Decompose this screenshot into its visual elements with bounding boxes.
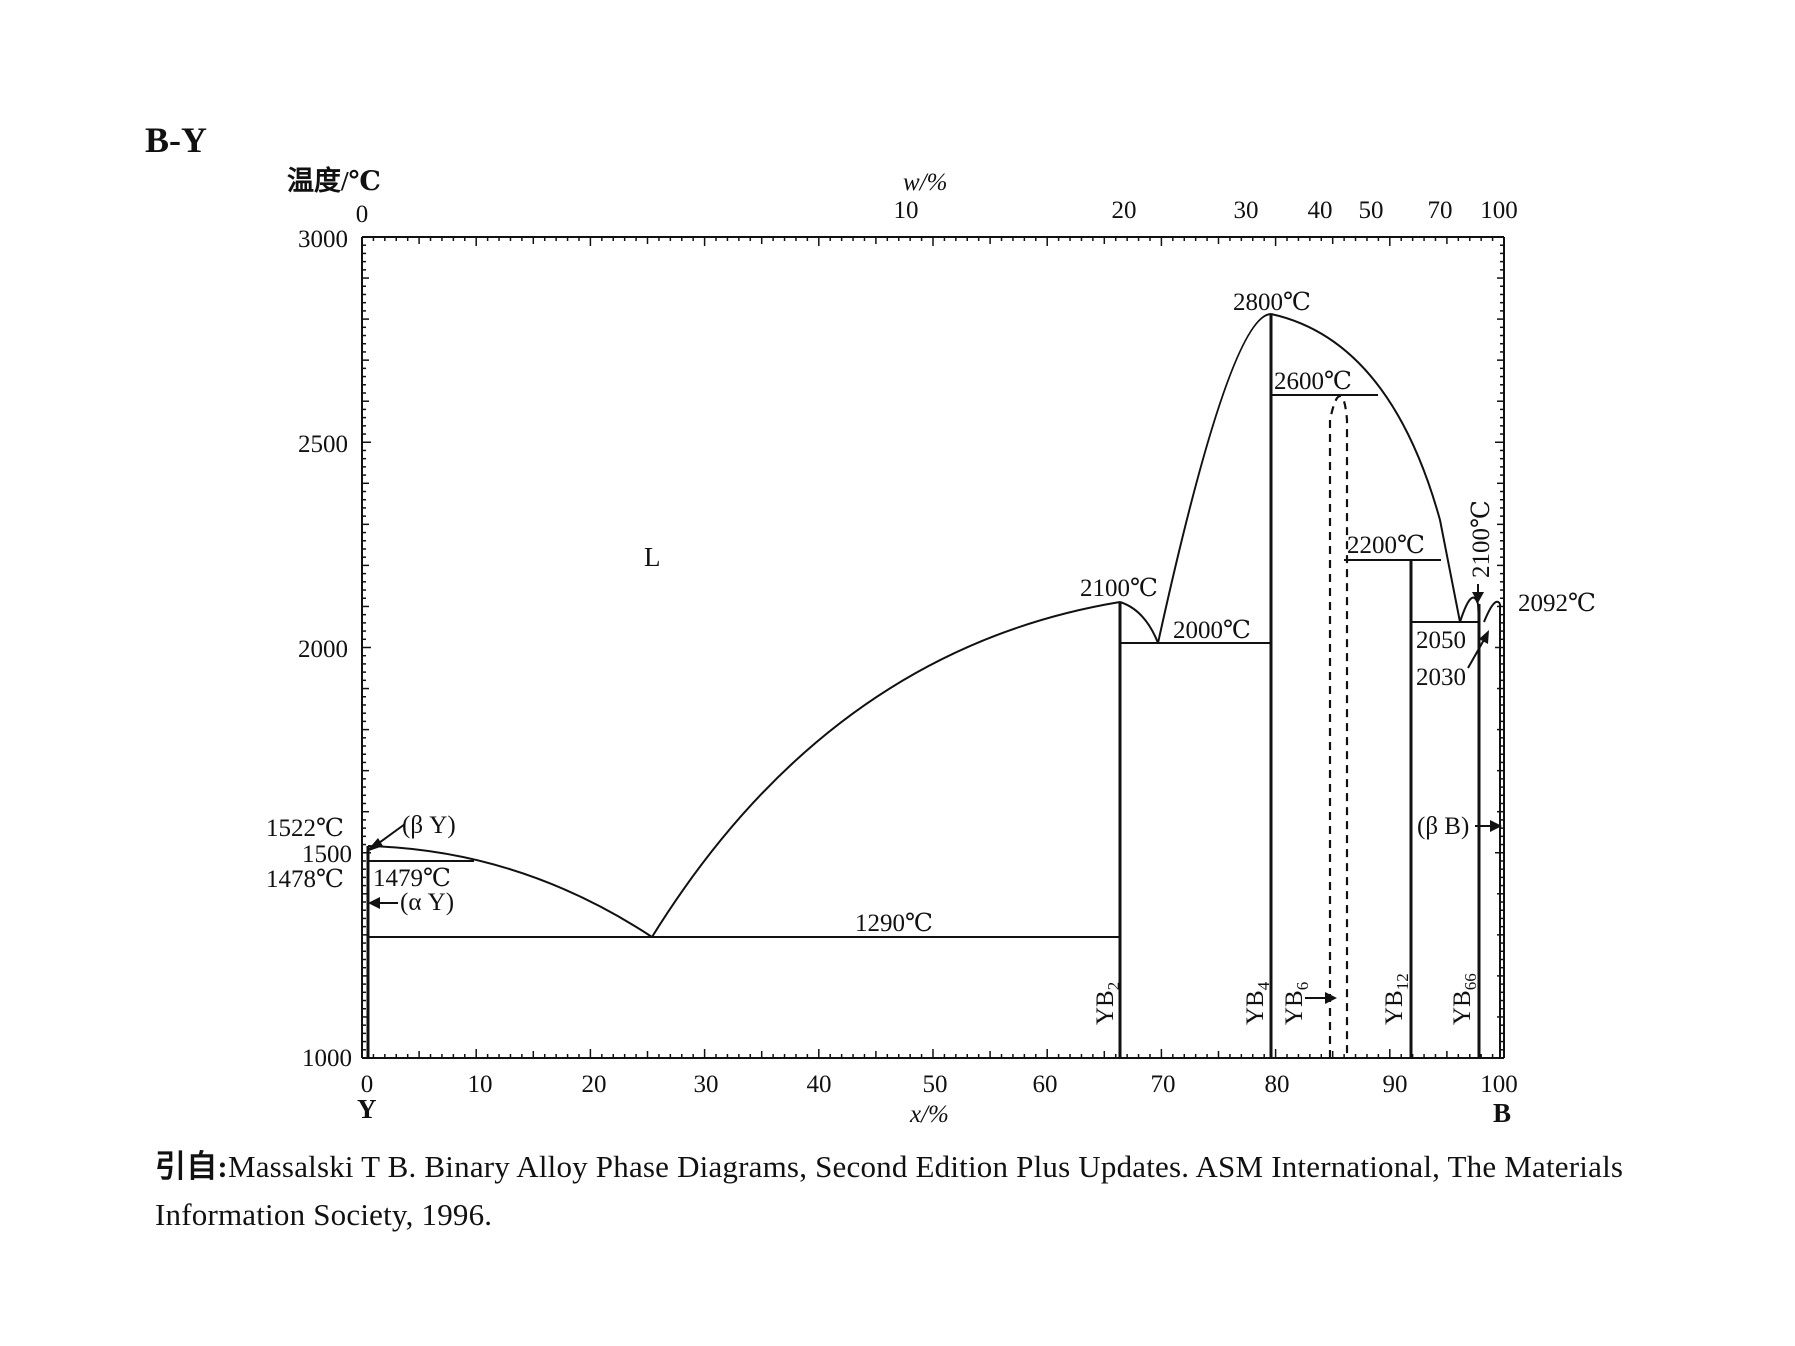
x-tick-30: 30: [694, 1071, 719, 1098]
arrow-beta-b: [1475, 820, 1502, 832]
yb6-label: YB6: [1281, 982, 1312, 1025]
x-tick-20: 20: [582, 1071, 607, 1098]
y-tick-1000: 1000: [302, 1045, 352, 1072]
w-tick-100: 100: [1480, 197, 1518, 224]
label-beta-b: (β B): [1417, 813, 1469, 840]
arrow-alpha-y: [368, 897, 398, 909]
yb2-yb4-liquidus-left: [1119, 601, 1159, 644]
svg-text:YB12: YB12: [1381, 973, 1412, 1025]
label-2100-vertical: 2100℃: [1468, 500, 1495, 578]
liquid-label: L: [644, 542, 661, 572]
label-beta-y: (β Y): [402, 812, 456, 839]
yb66-label: YB66: [1449, 973, 1480, 1025]
yb2-label: YB2: [1092, 982, 1123, 1025]
label-2800: 2800℃: [1233, 289, 1311, 316]
w-tick-50: 50: [1359, 197, 1384, 224]
w-tick-40: 40: [1308, 197, 1333, 224]
yb66-liquidus: [1459, 596, 1480, 623]
y-tick-2000: 2000: [298, 636, 348, 663]
yb2-liquidus: [651, 601, 1121, 938]
label-alpha-y: (α Y): [400, 889, 454, 916]
w-tick-0: 0: [356, 201, 369, 228]
label-1522: 1522℃: [266, 815, 344, 842]
top-axis-label: w/%: [903, 169, 947, 196]
citation: 引自:Massalski T B. Binary Alloy Phase Dia…: [155, 1143, 1755, 1239]
label-2030: 2030: [1416, 664, 1466, 691]
x-tick-80: 80: [1265, 1071, 1290, 1098]
label-2200: 2200℃: [1347, 532, 1425, 559]
left-element-label: Y: [357, 1094, 377, 1124]
arrow-beta-y: [366, 823, 406, 852]
x-tick-50: 50: [923, 1071, 948, 1098]
y-tick-1500: 1500: [302, 841, 352, 868]
x-tick-100: 100: [1480, 1071, 1518, 1098]
arrow-2030: [1467, 630, 1489, 669]
label-1478: 1478℃: [266, 866, 344, 893]
label-2600: 2600℃: [1274, 368, 1352, 395]
y-axis-label: 温度/℃: [287, 165, 381, 196]
label-1290: 1290℃: [855, 910, 933, 937]
x-tick-40: 40: [807, 1071, 832, 1098]
x-tick-90: 90: [1383, 1071, 1408, 1098]
w-tick-10: 10: [894, 197, 919, 224]
svg-text:YB2: YB2: [1092, 982, 1123, 1025]
w-tick-70: 70: [1428, 197, 1453, 224]
yb4-label: YB4: [1242, 981, 1273, 1025]
arrow-yb6: [1305, 992, 1337, 1004]
y-tick-2500: 2500: [298, 431, 348, 458]
label-1479: 1479℃: [373, 865, 451, 892]
svg-text:YB6: YB6: [1281, 982, 1312, 1025]
yb4-liquidus: [1157, 313, 1272, 644]
arrow-2100: [1472, 584, 1484, 603]
w-tick-20: 20: [1112, 197, 1137, 224]
yb4-yb12-liquidus: [1270, 313, 1461, 623]
label-2050: 2050: [1416, 627, 1466, 654]
yb6-range: [1328, 394, 1349, 1058]
beta-y-liquidus: [367, 845, 653, 938]
x-tick-10: 10: [468, 1071, 493, 1098]
yb12-label: YB12: [1381, 973, 1412, 1025]
right-element-label: B: [1493, 1098, 1511, 1128]
citation-text: Massalski T B. Binary Alloy Phase Diagra…: [155, 1149, 1624, 1232]
x-tick-60: 60: [1033, 1071, 1058, 1098]
diagram-title: B-Y: [145, 120, 207, 160]
label-2000: 2000℃: [1173, 617, 1251, 644]
label-2100-yb2: 2100℃: [1080, 575, 1158, 602]
boron-liquidus: [1483, 600, 1501, 623]
axis-ticks: [361, 236, 1505, 1059]
svg-text:YB66: YB66: [1449, 973, 1480, 1025]
y-tick-3000: 3000: [298, 226, 348, 253]
x-tick-0: 0: [361, 1071, 374, 1098]
svg-text:YB4: YB4: [1242, 981, 1273, 1025]
x-tick-70: 70: [1151, 1071, 1176, 1098]
label-2092: 2092℃: [1518, 590, 1596, 617]
citation-prefix: 引自:: [155, 1149, 228, 1184]
w-tick-30: 30: [1234, 197, 1259, 224]
bottom-axis-label: x/%: [909, 1101, 949, 1128]
